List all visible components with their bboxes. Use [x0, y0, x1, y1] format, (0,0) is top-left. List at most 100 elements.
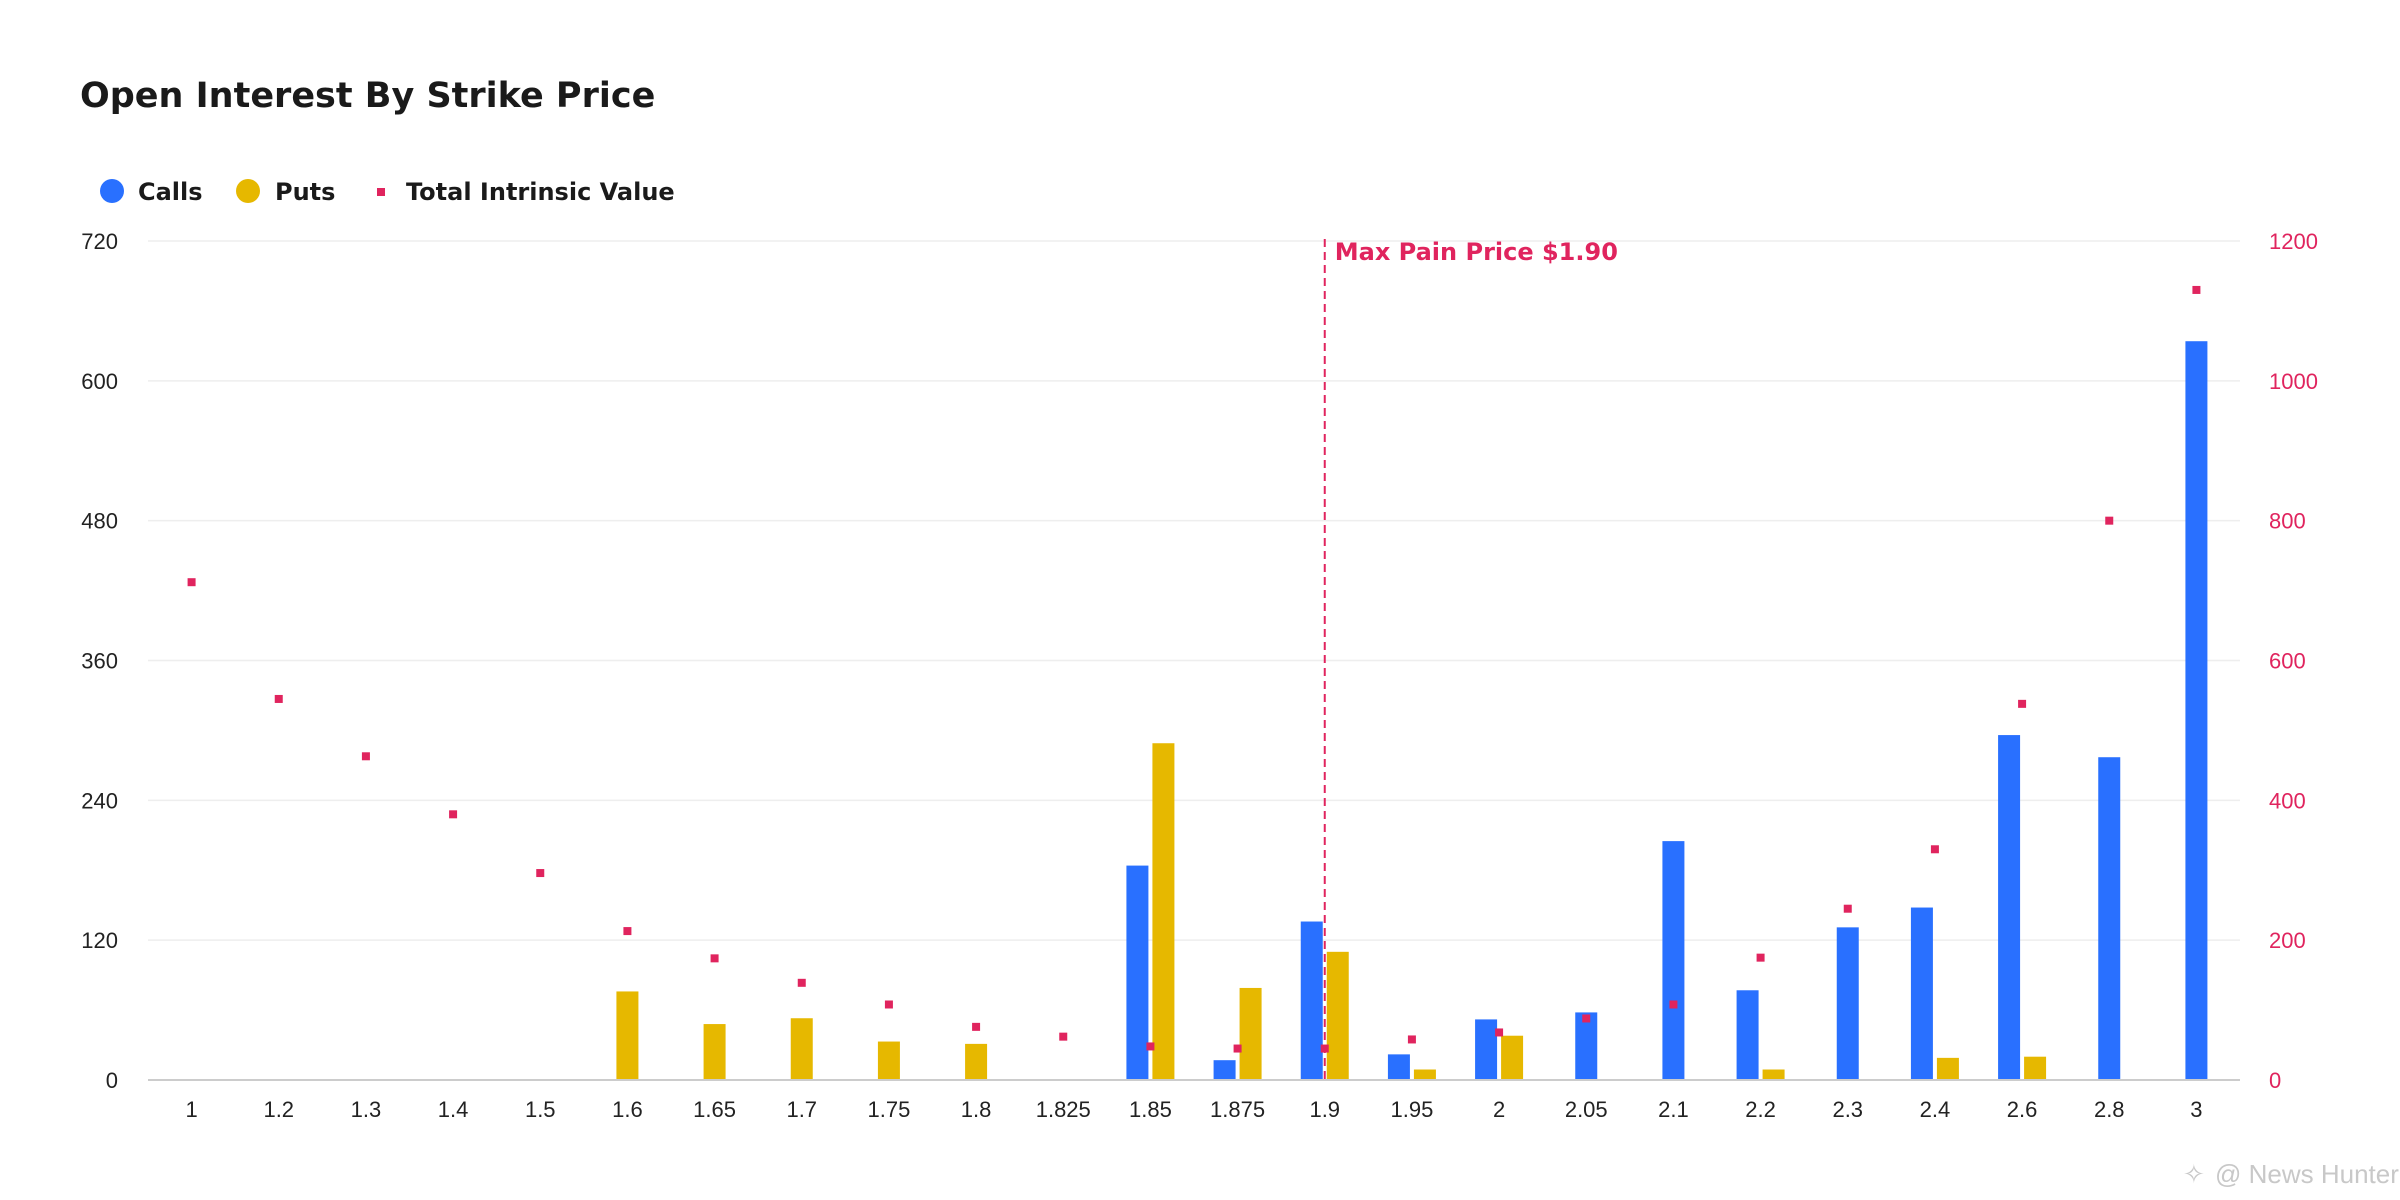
- intrinsic-value-point: [623, 927, 632, 936]
- calls-bar: [1475, 1019, 1498, 1080]
- calls-bar: [1910, 907, 1933, 1080]
- x-tick-label: 2.4: [1920, 1097, 1951, 1122]
- y-left-tick-label: 120: [81, 928, 118, 953]
- x-tick-label: 1.5: [525, 1097, 556, 1122]
- intrinsic-value-point: [1407, 1035, 1416, 1044]
- x-tick-label: 1.3: [351, 1097, 382, 1122]
- legend-puts-label: Puts: [275, 178, 335, 206]
- x-tick-label: 1.95: [1391, 1097, 1434, 1122]
- calls-bar: [1300, 921, 1323, 1080]
- puts-bar: [790, 1018, 813, 1080]
- puts-bar: [1762, 1069, 1785, 1080]
- puts-bar: [965, 1043, 988, 1080]
- x-tick-label: 1.8: [961, 1097, 992, 1122]
- intrinsic-value-point: [2018, 699, 2027, 708]
- intrinsic-value-point: [1756, 953, 1765, 962]
- calls-bar: [1662, 841, 1685, 1080]
- x-tick-label: 1.65: [693, 1097, 736, 1122]
- watermark: ✧ @ News Hunter: [2183, 1159, 2399, 1189]
- watermark-text: @ News Hunter: [2215, 1159, 2399, 1189]
- chart-title: Open Interest By Strike Price: [80, 76, 655, 116]
- legend-item-calls[interactable]: Calls: [100, 178, 203, 206]
- puts-bar: [1239, 987, 1262, 1080]
- intrinsic-value-point: [1930, 845, 1939, 854]
- x-tick-label: 1.7: [786, 1097, 817, 1122]
- calls-bar: [2098, 757, 2121, 1080]
- y-right-tick-label: 1200: [2269, 229, 2318, 254]
- x-tick-label: 2.3: [1832, 1097, 1863, 1122]
- max-pain-label: Max Pain Price $1.90: [1335, 238, 1618, 266]
- x-tick-label: 1.85: [1129, 1097, 1172, 1122]
- y-right-tick-label: 200: [2269, 928, 2306, 953]
- y-left-tick-label: 240: [81, 788, 118, 813]
- legend-calls-swatch: [100, 179, 124, 203]
- intrinsic-value-point: [797, 978, 806, 987]
- intrinsic-value-point: [884, 1000, 893, 1009]
- puts-bar: [1413, 1069, 1436, 1080]
- intrinsic-value-point: [536, 869, 545, 878]
- x-tick-label: 1.825: [1036, 1097, 1091, 1122]
- x-tick-label: 1.75: [868, 1097, 911, 1122]
- y-axis-left: 0 120 240 360 480 600 720: [81, 229, 118, 1093]
- bars: [616, 341, 2208, 1081]
- y-left-tick-label: 0: [106, 1068, 118, 1093]
- y-left-tick-label: 720: [81, 229, 118, 254]
- y-right-tick-label: 0: [2269, 1068, 2281, 1093]
- intrinsic-value-point: [1233, 1044, 1242, 1053]
- calls-bar: [1575, 1012, 1598, 1080]
- y-left-tick-label: 480: [81, 509, 118, 534]
- x-tick-label: 3: [2190, 1097, 2202, 1122]
- intrinsic-value-point: [2105, 516, 2114, 525]
- intrinsic-value-point: [972, 1022, 981, 1031]
- y-left-tick-label: 360: [81, 649, 118, 674]
- puts-bar: [1152, 743, 1175, 1080]
- calls-bar: [1387, 1054, 1410, 1080]
- x-tick-label: 2.2: [1745, 1097, 1776, 1122]
- calls-bar: [1126, 865, 1149, 1080]
- x-tick-label: 2.05: [1565, 1097, 1608, 1122]
- intrinsic-value-point: [449, 810, 458, 819]
- legend-calls-label: Calls: [138, 178, 203, 206]
- calls-bar: [2185, 341, 2208, 1081]
- intrinsic-value-point: [1495, 1028, 1504, 1037]
- calls-bar: [1736, 990, 1759, 1080]
- max-pain-annotation: Max Pain Price $1.90: [1323, 238, 1618, 1080]
- legend-item-total-intrinsic-value[interactable]: Total Intrinsic Value: [377, 178, 675, 206]
- x-tick-label: 2.6: [2007, 1097, 2038, 1122]
- puts-bar: [703, 1024, 726, 1080]
- intrinsic-value-point: [1843, 904, 1852, 913]
- puts-bar: [616, 991, 639, 1080]
- gridlines: [148, 240, 2240, 941]
- calls-bar: [1998, 735, 2021, 1080]
- y-right-tick-label: 400: [2269, 788, 2306, 813]
- puts-bar: [1326, 951, 1349, 1080]
- x-tick-label: 2: [1493, 1097, 1505, 1122]
- intrinsic-value-point: [274, 694, 283, 703]
- legend: Calls Puts Total Intrinsic Value: [100, 178, 675, 206]
- y-right-tick-label: 800: [2269, 509, 2306, 534]
- x-tick-label: 2.1: [1658, 1097, 1689, 1122]
- puts-bar: [1501, 1035, 1524, 1080]
- legend-puts-swatch: [236, 179, 260, 203]
- intrinsic-value-point: [1059, 1032, 1068, 1041]
- intrinsic-value-point: [187, 578, 196, 587]
- legend-item-puts[interactable]: Puts: [236, 178, 335, 206]
- intrinsic-value-point: [361, 752, 370, 761]
- calls-bar: [1836, 927, 1859, 1080]
- x-tick-label: 1.4: [438, 1097, 469, 1122]
- intrinsic-value-point: [1669, 1000, 1678, 1009]
- y-right-tick-label: 600: [2269, 649, 2306, 674]
- watermark-logo-icon: ✧: [2183, 1159, 2205, 1189]
- x-tick-label: 2.8: [2094, 1097, 2125, 1122]
- intrinsic-value-point: [2192, 285, 2201, 294]
- x-tick-label: 1.2: [263, 1097, 294, 1122]
- legend-intrinsic-swatch: [377, 188, 385, 196]
- puts-bar: [1936, 1057, 1959, 1080]
- y-left-tick-label: 600: [81, 369, 118, 394]
- intrinsic-value-point: [1146, 1042, 1155, 1051]
- x-tick-label: 1.6: [612, 1097, 643, 1122]
- x-tick-label: 1.875: [1210, 1097, 1265, 1122]
- y-axis-right: 0 200 400 600 800 1000 1200: [2269, 229, 2318, 1093]
- intrinsic-value-point: [710, 954, 719, 963]
